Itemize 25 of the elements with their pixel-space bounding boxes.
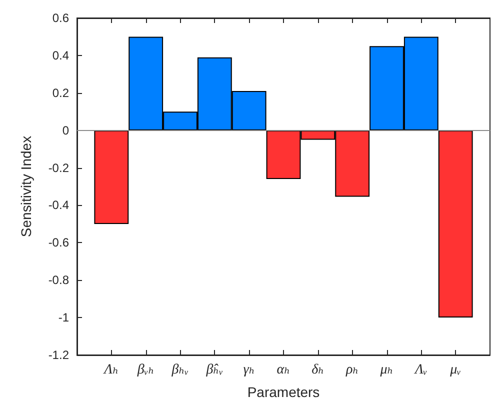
x-tick-label: Λₕ bbox=[102, 362, 119, 378]
y-tick-label: 0.2 bbox=[52, 86, 70, 100]
x-tick-label: βₕᵥ bbox=[170, 362, 189, 378]
y-tick-label: 0.4 bbox=[52, 48, 70, 62]
y-tick-label: 0 bbox=[62, 123, 70, 138]
bar bbox=[438, 130, 473, 318]
x-axis-title: Parameters bbox=[247, 384, 320, 400]
y-tick-label: -0.2 bbox=[48, 160, 70, 175]
y-tick-label: -0.8 bbox=[48, 273, 70, 288]
y-tick-label: -1.2 bbox=[48, 348, 70, 362]
x-tick-label: β̂ₕᵥ bbox=[205, 362, 224, 378]
y-tick-label: 0.6 bbox=[52, 11, 70, 25]
x-tick-label: μₕ bbox=[379, 362, 394, 378]
x-tick-label: ρₕ bbox=[344, 362, 359, 378]
y-tick-label: -0.4 bbox=[48, 198, 70, 212]
x-tick-label: δₕ bbox=[312, 362, 324, 378]
x-tick-label: γₕ bbox=[243, 362, 255, 378]
x-tick-label: Λᵥ bbox=[412, 362, 428, 378]
y-tick-label: -0.6 bbox=[48, 236, 70, 250]
x-tick-label: μᵥ bbox=[449, 362, 462, 378]
x-tick-label: αₕ bbox=[276, 362, 290, 378]
x-tick-label: βᵥₕ bbox=[136, 362, 154, 378]
y-tick-label: -1 bbox=[58, 310, 70, 325]
y-axis-title: Sensitivity Index bbox=[18, 136, 34, 238]
bar bbox=[94, 130, 129, 224]
